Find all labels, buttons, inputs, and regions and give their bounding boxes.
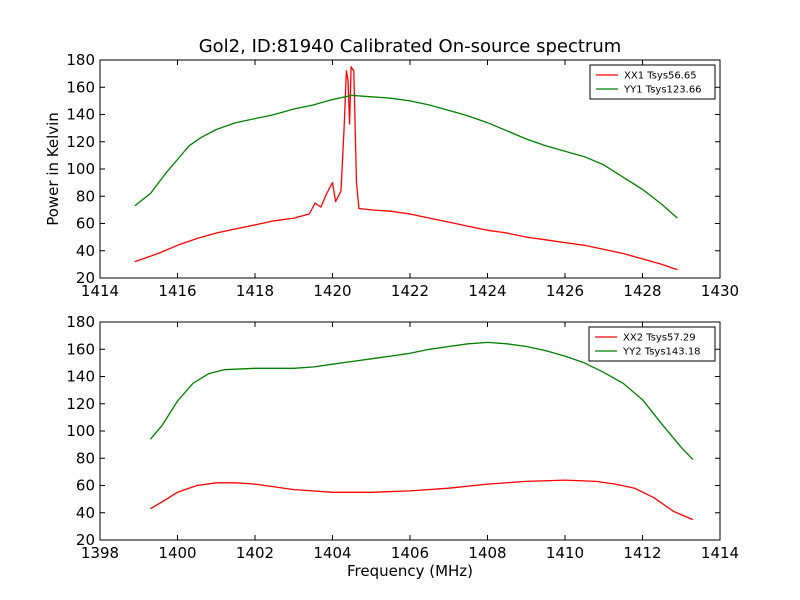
legend-label: YY1 Tsys123.66 [623, 85, 702, 96]
y-tick-label: 120 [66, 133, 95, 151]
x-tick-label: 1398 [81, 544, 119, 562]
x-tick-label: 1424 [468, 282, 506, 300]
x-tick-label: 1420 [313, 282, 351, 300]
y-tick-label: 160 [66, 340, 95, 358]
y-tick-label: 120 [66, 395, 95, 413]
x-tick-label: 1414 [81, 282, 119, 300]
y-tick-label: 80 [76, 449, 95, 467]
legend-box [588, 326, 716, 362]
x-tick-label: 1428 [623, 282, 661, 300]
x-tick-label: 1414 [701, 544, 739, 562]
y-tick-label: 180 [66, 313, 95, 331]
x-tick-label: 1410 [546, 544, 584, 562]
series-line-yy1 [134, 94, 678, 219]
x-tick-label: 1422 [391, 282, 429, 300]
x-axis-label: Frequency (MHz) [347, 562, 473, 580]
y-tick-label: 180 [66, 51, 95, 69]
legend: XX1 Tsys56.65 YY1 Tsys123.66 [589, 64, 716, 100]
y-tick-label: 40 [76, 242, 95, 260]
y-axis-label: Power in Kelvin [44, 112, 62, 226]
chart-panel-1: 1414 1416 1418 1420 1422 1424 1426 1428 1430 20 40… [66, 51, 739, 300]
x-tick-label: 1406 [391, 544, 429, 562]
x-tick-label: 1412 [623, 544, 661, 562]
y-tick-label: 20 [76, 531, 95, 549]
chart-panel-2: 1398 1400 1402 1404 1406 1408 1410 1412 1414 20 40… [66, 313, 739, 562]
y-tick-label: 100 [66, 160, 95, 178]
legend-box [589, 64, 716, 100]
y-tick-label: 60 [76, 215, 95, 233]
series-line-yy2 [149, 341, 694, 461]
y-tick-label: 20 [76, 269, 95, 287]
x-tick-label: 1430 [701, 282, 739, 300]
legend-label: XX2 Tsys57.29 [623, 333, 696, 344]
x-tick-label: 1404 [313, 544, 351, 562]
x-tick-label: 1408 [468, 544, 506, 562]
legend-label: XX1 Tsys56.65 [624, 71, 697, 82]
y-tick-label: 40 [76, 504, 95, 522]
y-tick-label: 60 [76, 477, 95, 495]
x-tick-label: 1400 [158, 544, 196, 562]
chart-title: Gol2, ID:81940 Calibrated On-source spec… [199, 36, 622, 57]
legend-label: YY2 Tsys143.18 [622, 347, 701, 358]
y-tick-label: 160 [66, 78, 95, 96]
x-tick-label: 1418 [236, 282, 274, 300]
x-tick-label: 1426 [546, 282, 584, 300]
y-tick-label: 140 [66, 368, 95, 386]
x-tick-label: 1402 [236, 544, 274, 562]
y-tick-label: 80 [76, 187, 95, 205]
series-line-xx2 [150, 479, 694, 521]
y-tick-label: 100 [66, 422, 95, 440]
x-tick-label: 1416 [158, 282, 196, 300]
legend: XX2 Tsys57.29 YY2 Tsys143.18 [588, 326, 716, 362]
y-tick-label: 140 [66, 106, 95, 124]
